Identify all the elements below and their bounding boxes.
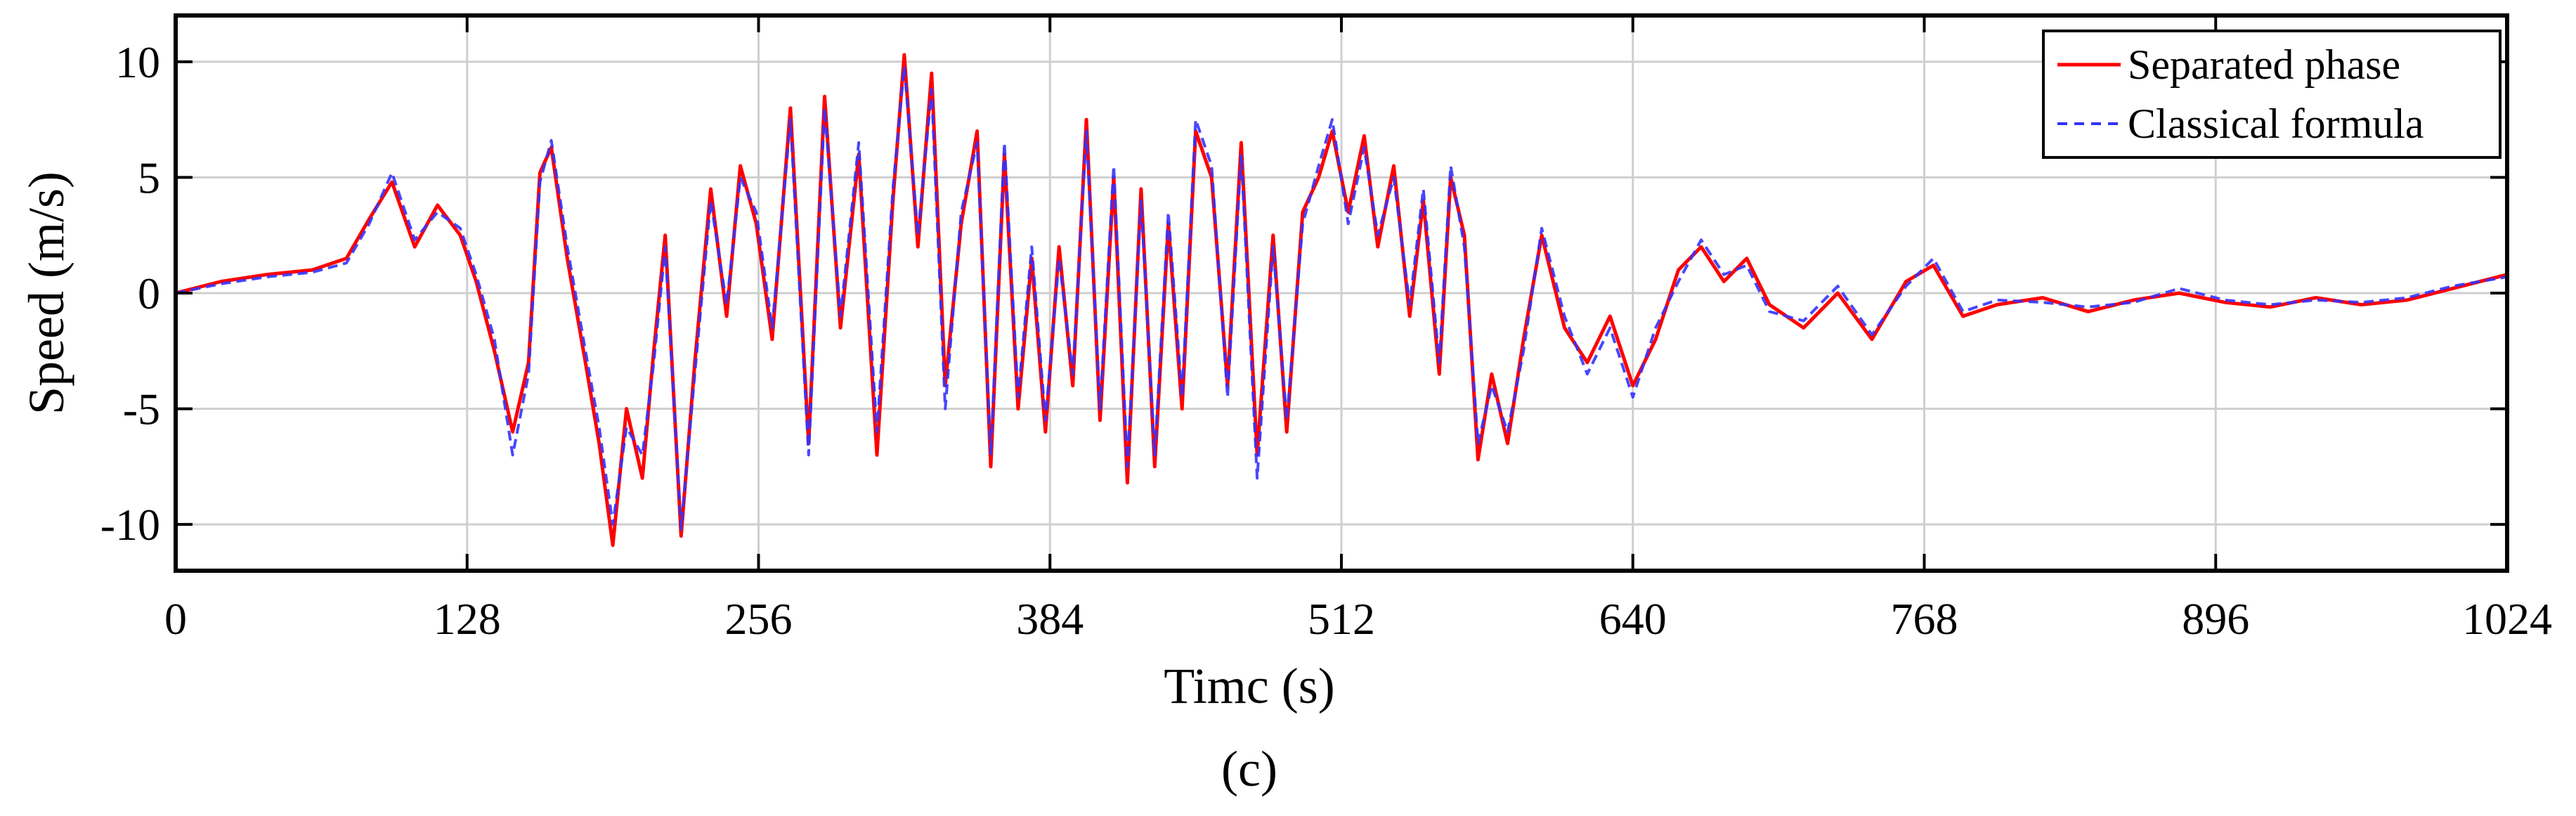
series-line-separated-phase [176,53,2507,548]
y-tick-label: -5 [123,384,160,434]
legend-box [2042,30,2502,159]
y-tick-label: 10 [115,37,160,87]
y-tick-label: -10 [100,500,160,550]
x-tick-label: 512 [1308,594,1375,644]
x-tick-label: 768 [1891,594,1958,644]
y-axis-title: Speed (m/s) [18,171,74,415]
y-tick-label: 0 [138,268,160,318]
y-tick-label: 5 [138,153,160,202]
x-tick-label: 896 [2182,594,2249,644]
figure-caption: (c) [1221,741,1277,797]
x-tick-label: 0 [164,594,187,644]
series-line-classical-formula [176,65,2507,531]
legend: Separated phase Classical formula [2042,30,2502,159]
series-layer [176,53,2507,548]
x-tick-label: 384 [1016,594,1084,644]
x-tick-label: 256 [725,594,793,644]
x-tick-label: 128 [434,594,501,644]
legend-label-separated-phase: Separated phase [2128,41,2400,88]
legend-label-classical-formula: Classical formula [2128,101,2424,147]
y-tick-labels: -10 -5 0 5 10 [100,37,160,550]
axis-ticks [174,15,2509,571]
x-tick-labels: 0 128 256 384 512 640 768 896 1024 [164,594,2552,644]
x-tick-label: 1024 [2462,594,2552,644]
x-tick-label: 640 [1599,594,1667,644]
x-axis-title: Timc (s) [1164,658,1334,714]
